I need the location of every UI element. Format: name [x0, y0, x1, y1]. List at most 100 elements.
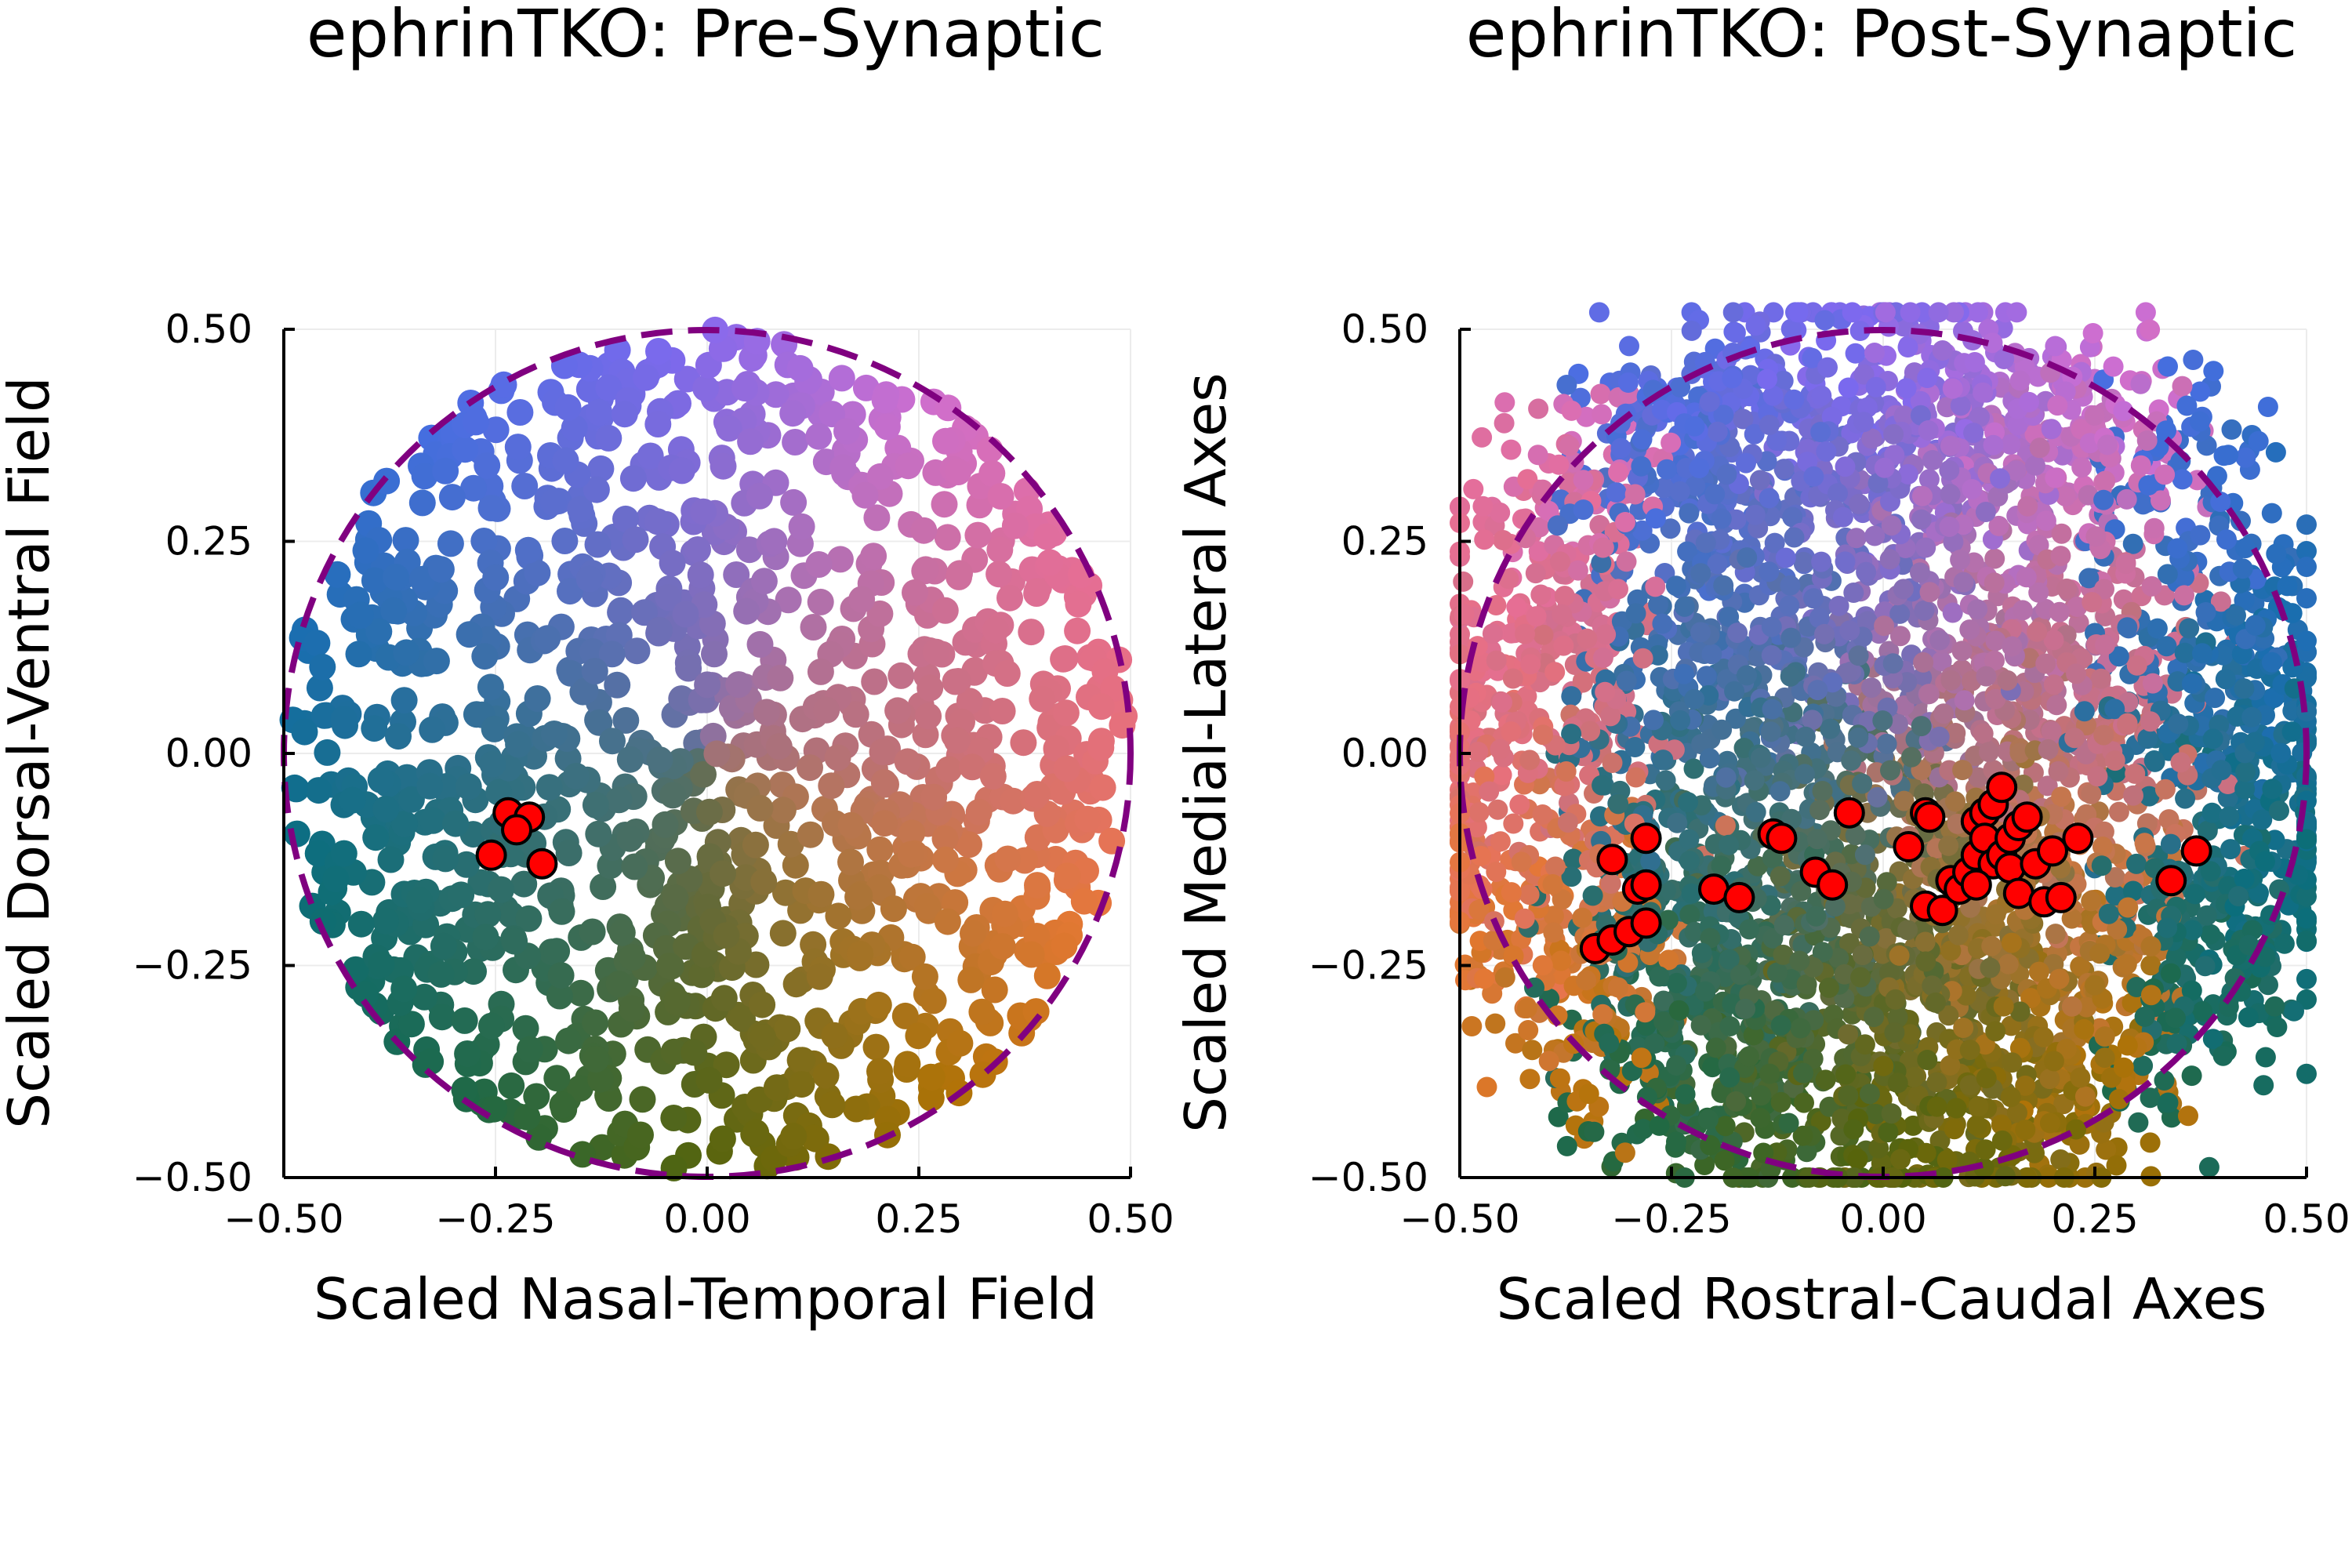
scatter-point	[994, 845, 1022, 873]
scatter-point	[1914, 600, 1935, 621]
scatter-point	[1816, 441, 1837, 462]
scatter-point	[769, 797, 797, 824]
scatter-point	[460, 958, 487, 985]
scatter-point	[2266, 543, 2287, 564]
scatter-point	[749, 991, 776, 1018]
scatter-point	[1089, 774, 1116, 801]
scatter-point	[1550, 551, 1570, 572]
scatter-point	[1991, 1114, 2012, 1135]
scatter-point	[713, 1051, 740, 1079]
scatter-point	[1926, 1072, 1947, 1093]
scatter-point	[782, 851, 809, 879]
scatter-point	[637, 442, 664, 470]
scatter-point	[644, 411, 672, 437]
scatter-point	[582, 1009, 609, 1036]
scatter-point	[598, 641, 626, 668]
scatter-point	[1552, 604, 1573, 625]
scatter-point	[688, 961, 716, 989]
scatter-point	[837, 811, 865, 839]
scatter-point	[546, 982, 573, 1010]
scatter-point	[437, 530, 464, 557]
scatter-point	[710, 985, 738, 1012]
scatter-point	[510, 870, 538, 898]
scatter-point	[1674, 596, 1695, 617]
scatter-point	[1000, 787, 1027, 815]
scatter-point	[2094, 1047, 2115, 1069]
scatter-point	[1750, 747, 1771, 768]
scatter-point	[2181, 1065, 2202, 1087]
pre-synaptic-title: ephrinTKO: Pre-Synaptic	[307, 0, 1105, 72]
scatter-point	[737, 428, 764, 456]
scatter-point	[605, 971, 633, 998]
scatter-point	[451, 1076, 478, 1104]
scatter-point	[330, 840, 358, 867]
scatter-point	[1879, 962, 1900, 983]
scatter-point	[1675, 1083, 1696, 1105]
scatter-point	[423, 648, 450, 675]
scatter-point	[599, 728, 626, 755]
scatter-point	[1743, 1025, 1764, 1046]
scatter-point	[605, 786, 633, 814]
x-tick-label: −0.50	[223, 1196, 343, 1242]
scatter-point	[324, 561, 351, 588]
post-synaptic-panel: ephrinTKO: Post-Synaptic −0.50 −0.25 0.00 0…	[1173, 0, 2350, 1332]
scatter-point	[659, 550, 686, 577]
scatter-point	[2006, 302, 2027, 323]
pre-synaptic-tick-labels: −0.50 −0.25 0.00 0.25 0.50−0.50−0.250.000.25…	[132, 307, 1174, 1242]
scatter-point	[806, 963, 833, 990]
scatter-point	[1967, 302, 1988, 323]
scatter-point	[303, 630, 331, 657]
scatter-point	[692, 375, 720, 402]
scatter-point	[2211, 760, 2232, 781]
scatter-point	[1050, 645, 1077, 673]
scatter-point	[2248, 430, 2269, 452]
scatter-point	[846, 882, 873, 909]
scatter-point	[1745, 801, 1766, 822]
scatter-point	[2050, 1149, 2071, 1170]
scatter-point	[912, 556, 939, 583]
scatter-point	[897, 840, 924, 868]
scatter-point	[871, 387, 898, 414]
scatter-point	[646, 746, 673, 774]
scatter-point	[1482, 983, 1503, 1004]
scatter-point	[966, 492, 993, 519]
scatter-point	[2253, 1075, 2274, 1096]
scatter-point	[612, 505, 639, 532]
scatter-point	[1903, 1115, 1924, 1136]
scatter-point	[1592, 648, 1613, 668]
scatter-point	[2007, 415, 2028, 436]
scatter-point	[780, 1123, 808, 1150]
scatter-point	[608, 919, 636, 946]
scatter-point	[2296, 908, 2317, 929]
scatter-point	[1973, 723, 1994, 744]
scatter-point	[442, 810, 470, 837]
scatter-point	[1608, 977, 1628, 998]
scatter-point	[2117, 617, 2138, 638]
scatter-point	[2192, 1000, 2213, 1022]
scatter-point	[633, 364, 659, 391]
scatter-point	[2125, 763, 2146, 784]
scatter-point	[2074, 701, 2095, 722]
scatter-point	[1543, 906, 1564, 927]
scatter-point	[2051, 786, 2072, 808]
scatter-point	[2069, 1134, 2090, 1155]
scatter-point	[2130, 373, 2151, 394]
scatter-point	[452, 436, 479, 463]
scatter-point	[1506, 597, 1527, 618]
scatter-point	[2234, 590, 2255, 611]
scatter-point	[1968, 1096, 1989, 1117]
scatter-point	[672, 601, 699, 628]
scatter-point	[2115, 554, 2136, 575]
scatter-point	[1933, 703, 1955, 724]
scatter-point	[1769, 781, 1791, 802]
scatter-point	[746, 482, 773, 510]
scatter-point	[2084, 405, 2105, 426]
scatter-point	[1563, 848, 1584, 869]
scatter-point	[1854, 844, 1875, 866]
scatter-point	[659, 782, 687, 809]
scatter-point	[1616, 670, 1637, 691]
scatter-point	[703, 740, 731, 768]
scatter-point	[2106, 1155, 2127, 1176]
scatter-point	[746, 794, 774, 822]
